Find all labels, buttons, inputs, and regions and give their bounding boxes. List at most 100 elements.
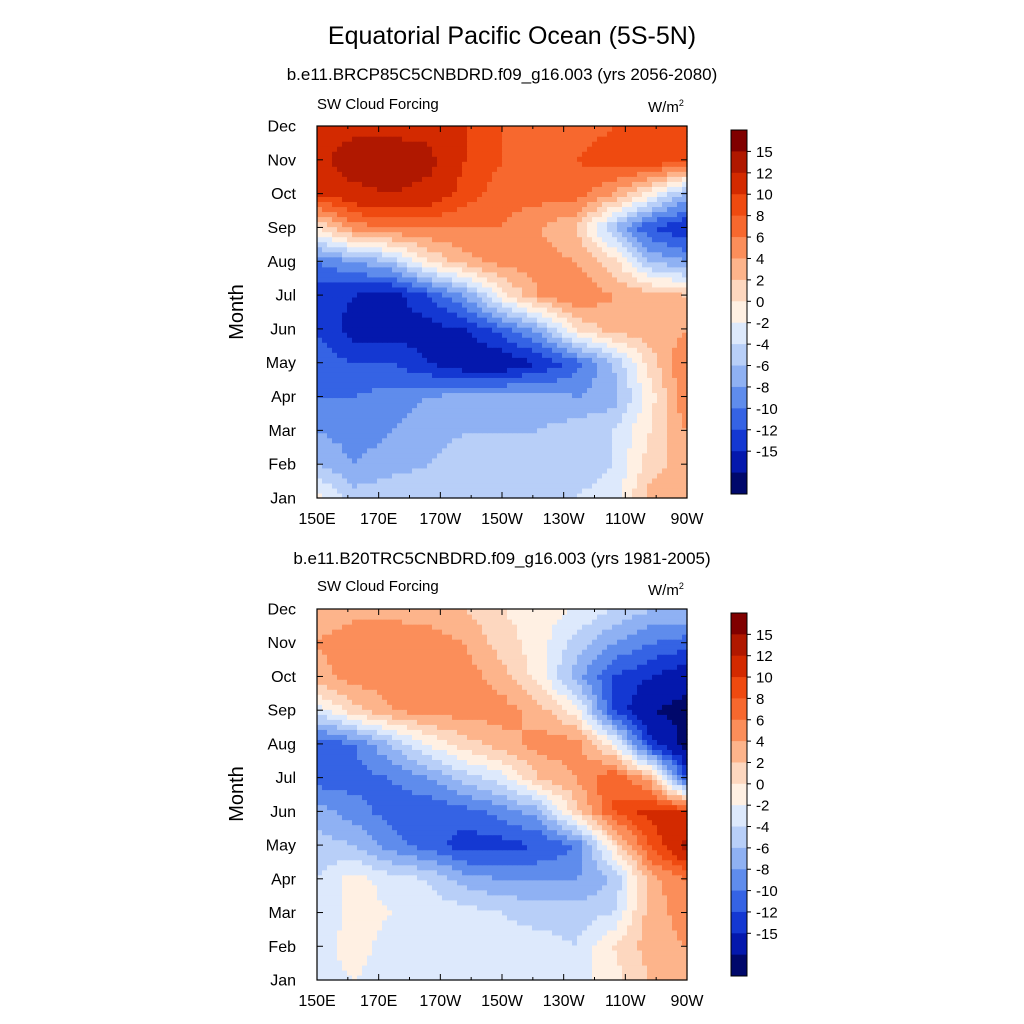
heatmap-cell: [552, 407, 558, 414]
heatmap-cell: [602, 236, 608, 243]
heatmap-cell: [552, 216, 558, 223]
heatmap-cell: [657, 166, 663, 172]
heatmap-cell: [367, 196, 373, 203]
heatmap-cell: [677, 372, 683, 378]
heatmap-cell: [482, 347, 488, 353]
heatmap-cell: [432, 427, 438, 434]
heatmap-cell: [447, 201, 453, 208]
heatmap-cell: [472, 432, 478, 439]
heatmap-cell: [382, 266, 388, 273]
heatmap-cell: [632, 427, 638, 434]
heatmap-cell: [477, 221, 483, 228]
heatmap-cell: [422, 266, 428, 273]
heatmap-cell: [662, 206, 668, 213]
heatmap-cell: [412, 206, 418, 213]
heatmap-cell: [427, 457, 433, 464]
heatmap-cell: [412, 286, 418, 293]
heatmap-cell: [477, 357, 483, 363]
heatmap-cell: [327, 161, 333, 167]
heatmap-cell: [322, 352, 328, 358]
heatmap-cell: [357, 372, 363, 378]
heatmap-cell: [647, 266, 653, 273]
heatmap-cell: [322, 357, 328, 363]
heatmap-cell: [597, 221, 603, 228]
heatmap-cell: [422, 286, 428, 293]
heatmap-cell: [427, 186, 433, 192]
heatmap-cell: [412, 216, 418, 223]
heatmap-cell: [317, 402, 323, 409]
heatmap-cell: [377, 206, 383, 213]
heatmap-cell: [402, 271, 408, 278]
heatmap-cell: [562, 161, 568, 167]
heatmap-cell: [487, 296, 493, 303]
heatmap-cell: [672, 452, 678, 459]
heatmap-cell: [657, 382, 663, 389]
heatmap-cell: [557, 291, 563, 298]
heatmap-cell: [397, 301, 403, 308]
heatmap-cell: [377, 432, 383, 439]
heatmap-cell: [667, 271, 673, 278]
heatmap-cell: [352, 437, 358, 444]
heatmap-cell: [442, 216, 448, 223]
heatmap-cell: [487, 387, 493, 394]
heatmap-cell: [332, 437, 338, 444]
heatmap-cell: [587, 206, 593, 213]
heatmap-cell: [657, 402, 663, 409]
heatmap-cell: [512, 166, 518, 172]
heatmap-cell: [532, 286, 538, 293]
heatmap-cell: [682, 482, 688, 489]
heatmap-cell: [482, 427, 488, 434]
heatmap-cell: [372, 216, 378, 223]
heatmap-cell: [422, 296, 428, 303]
heatmap-cell: [382, 276, 388, 283]
heatmap-cell: [327, 327, 333, 333]
heatmap-cell: [497, 216, 503, 223]
heatmap-cell: [537, 492, 543, 499]
heatmap-cell: [497, 447, 503, 454]
heatmap-cell: [562, 181, 568, 187]
heatmap-cell: [522, 487, 528, 494]
heatmap-cell: [397, 266, 403, 273]
heatmap-cell: [437, 201, 443, 208]
heatmap-cell: [387, 332, 393, 338]
heatmap-cell: [372, 176, 378, 182]
heatmap-cell: [412, 176, 418, 182]
heatmap-cell: [667, 437, 673, 444]
heatmap-cell: [377, 241, 383, 248]
heatmap-cell: [367, 236, 373, 243]
heatmap-cell: [572, 186, 578, 192]
heatmap-cell: [352, 216, 358, 223]
heatmap-cell: [507, 221, 513, 228]
heatmap-cell: [672, 312, 678, 318]
heatmap-cell: [512, 347, 518, 353]
heatmap-cell: [667, 246, 673, 253]
heatmap-cell: [432, 171, 438, 177]
heatmap-cell: [682, 251, 688, 258]
heatmap-cell: [367, 226, 373, 233]
heatmap-cell: [507, 271, 513, 278]
heatmap-cell: [317, 387, 323, 394]
heatmap-cell: [327, 246, 333, 253]
heatmap-cell: [527, 261, 533, 268]
heatmap-cell: [472, 276, 478, 283]
heatmap-cell: [682, 417, 688, 424]
heatmap-cell: [392, 477, 398, 484]
heatmap-cell: [632, 201, 638, 208]
heatmap-cell: [347, 382, 353, 389]
heatmap-cell: [412, 236, 418, 243]
heatmap-cell: [672, 382, 678, 389]
heatmap-cell: [582, 427, 588, 434]
heatmap-cell: [542, 372, 548, 378]
heatmap-cell: [407, 407, 413, 414]
heatmap-cell: [582, 412, 588, 419]
heatmap-cell: [362, 186, 368, 192]
heatmap-cell: [577, 296, 583, 303]
heatmap-cell: [647, 462, 653, 469]
heatmap-cell: [342, 271, 348, 278]
heatmap-cell: [392, 306, 398, 313]
heatmap-cell: [317, 492, 323, 499]
heatmap-cell: [602, 472, 608, 479]
heatmap-cell: [567, 382, 573, 389]
heatmap-cell: [572, 286, 578, 293]
heatmap-cell: [367, 186, 373, 192]
